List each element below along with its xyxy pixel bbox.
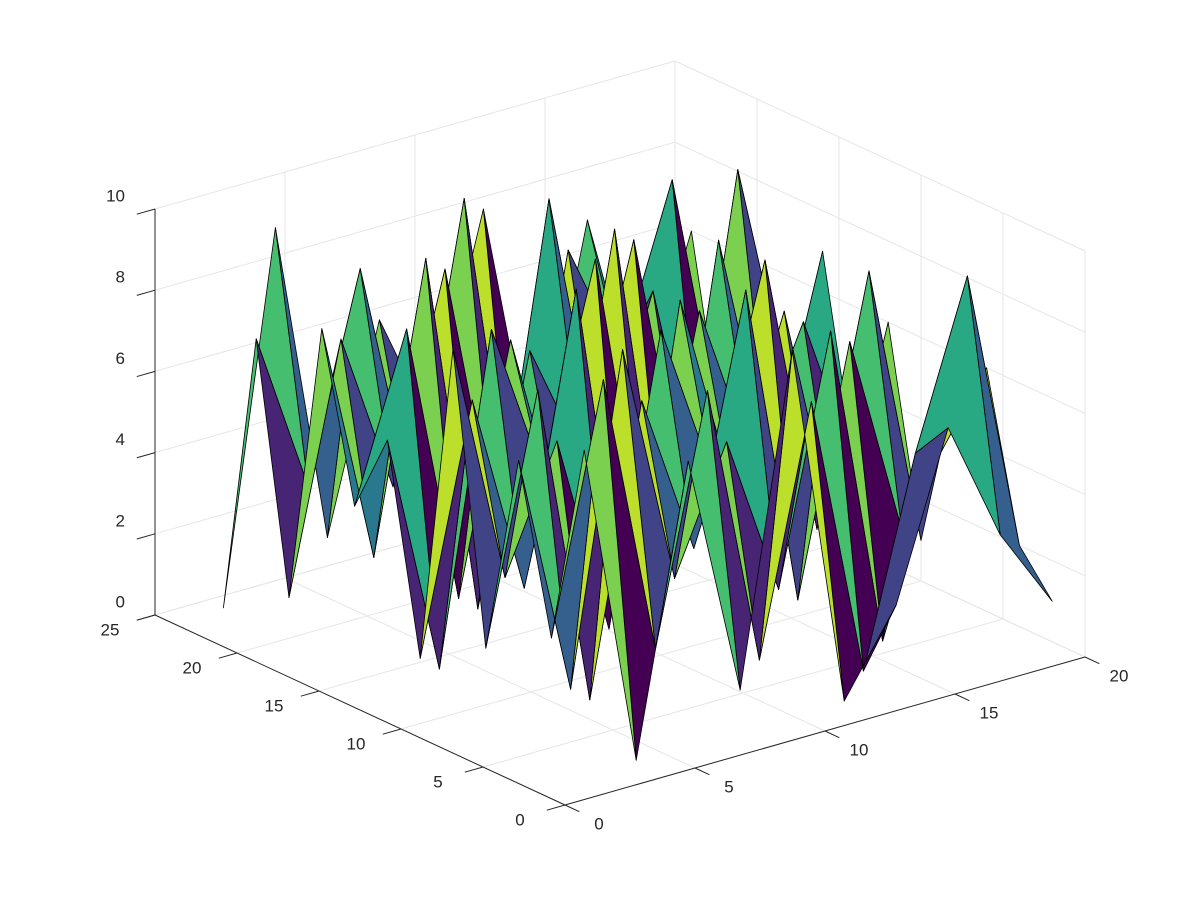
y-tick-label: 25	[101, 620, 120, 639]
grid-line	[674, 141, 1086, 333]
y-tick	[546, 804, 566, 811]
grid-line	[482, 618, 1004, 768]
x-tick-label: 20	[1110, 666, 1129, 685]
grid-line	[674, 60, 1086, 252]
x-tick-label: 15	[980, 703, 999, 722]
y-tick-label: 0	[515, 810, 524, 829]
x-tick-label: 0	[594, 814, 603, 833]
y-tick-label: 5	[433, 772, 442, 791]
x-tick	[1084, 656, 1100, 665]
y-tick	[382, 728, 402, 735]
z-tick	[136, 533, 156, 540]
grid-line	[284, 577, 696, 769]
z-tick-label: 0	[116, 592, 125, 611]
x-tick-label: 5	[724, 777, 733, 796]
grid-line	[154, 141, 676, 291]
y-tick	[464, 766, 484, 773]
x-tick-label: 10	[850, 740, 869, 759]
z-tick	[136, 289, 156, 296]
z-tick	[136, 614, 156, 621]
surface-face	[551, 379, 637, 761]
z-tick-label: 4	[116, 430, 125, 449]
grid-line	[154, 60, 676, 210]
y-tick	[218, 652, 238, 659]
y-tick-label: 15	[265, 696, 284, 715]
z-tick	[136, 452, 156, 459]
y-tick-label: 10	[347, 734, 366, 753]
x-tick	[824, 730, 840, 739]
y-tick-label: 20	[183, 658, 202, 677]
y-axis	[154, 614, 566, 806]
x-tick	[694, 767, 710, 776]
x-tick	[954, 693, 970, 702]
z-tick-label: 8	[116, 268, 125, 287]
z-tick-label: 10	[106, 186, 125, 205]
z-tick	[136, 208, 156, 215]
z-tick-label: 6	[116, 349, 125, 368]
x-tick	[564, 804, 580, 813]
z-tick-label: 2	[116, 511, 125, 530]
y-tick	[300, 690, 320, 697]
z-tick	[136, 370, 156, 378]
